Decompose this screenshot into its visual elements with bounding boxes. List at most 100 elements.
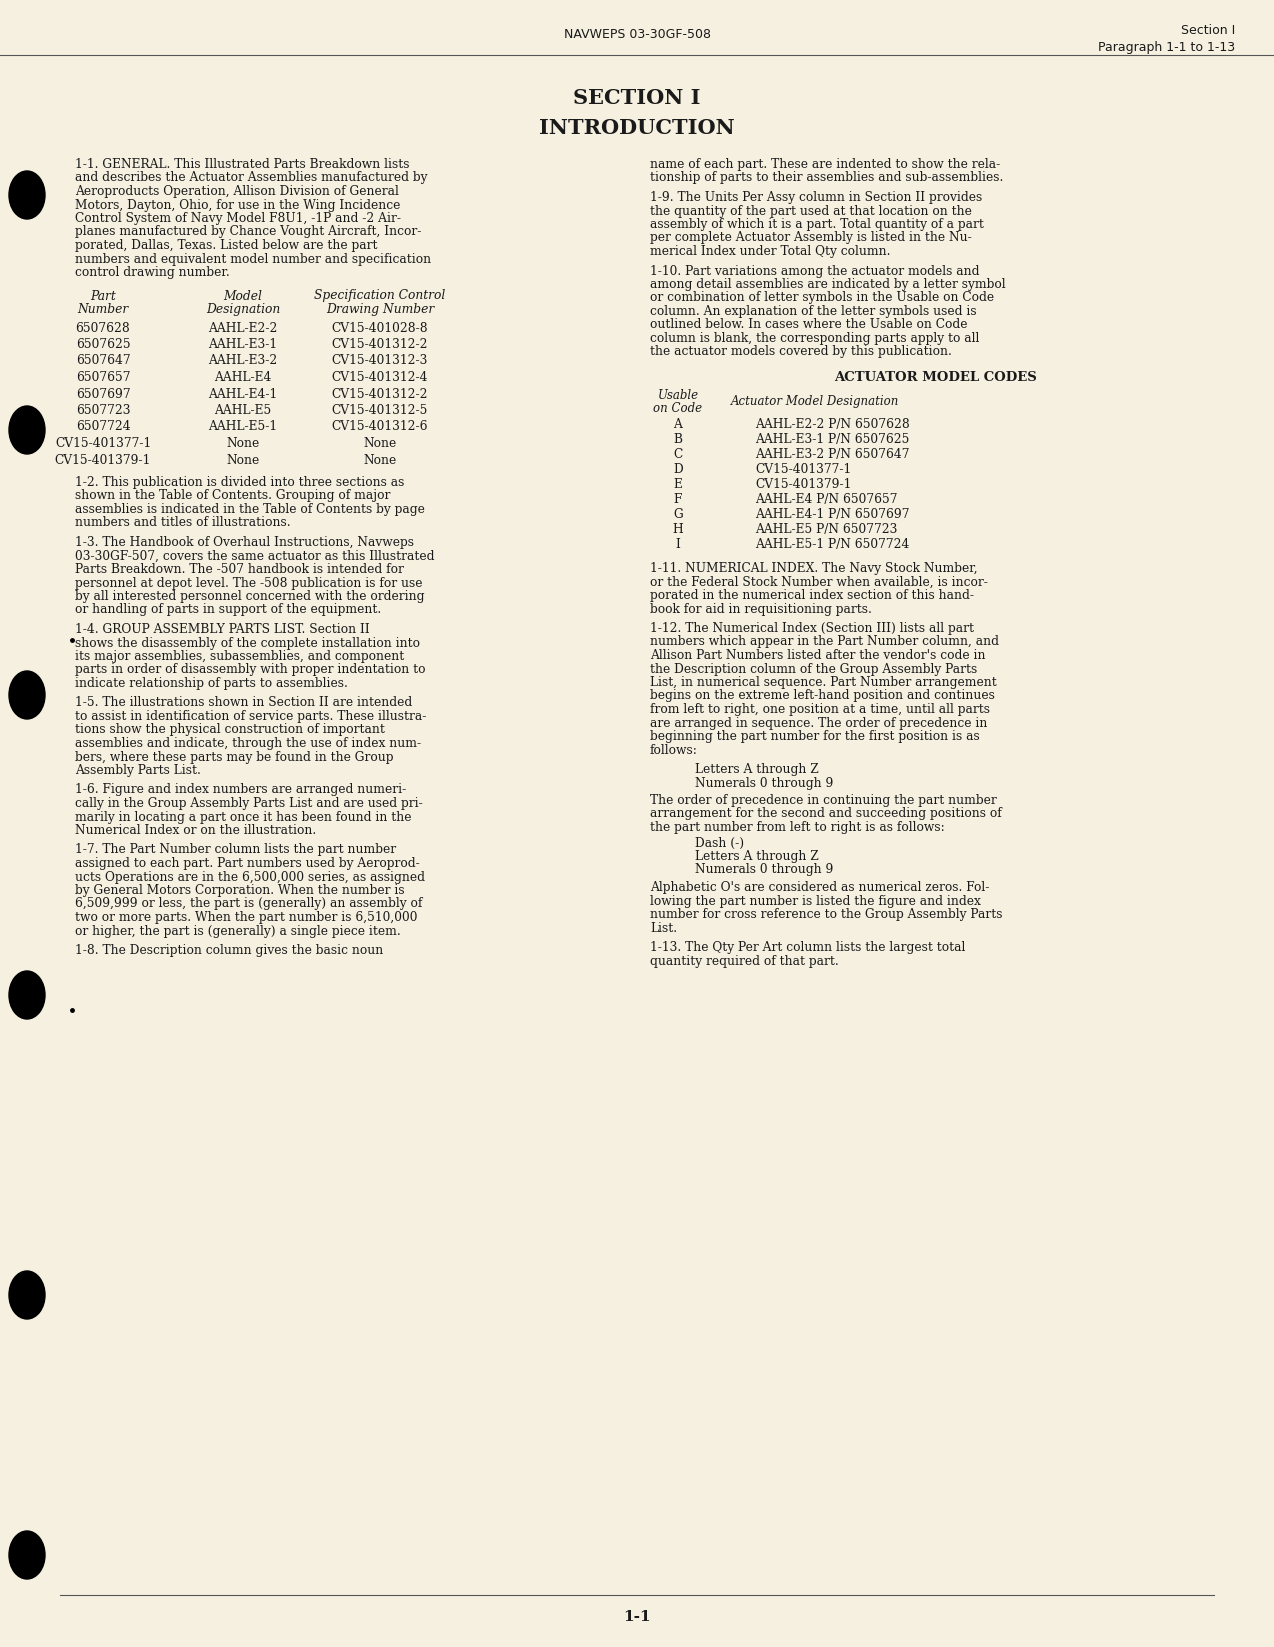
Text: Allison Part Numbers listed after the vendor's code in: Allison Part Numbers listed after the ve… [650, 649, 986, 662]
Text: assigned to each part. Part numbers used by Aeroprod-: assigned to each part. Part numbers used… [75, 856, 419, 870]
Text: lowing the part number is listed the figure and index: lowing the part number is listed the fig… [650, 894, 981, 907]
Text: 1-3. The Handbook of Overhaul Instructions, Navweps: 1-3. The Handbook of Overhaul Instructio… [75, 535, 414, 548]
Text: 1-1: 1-1 [623, 1611, 651, 1624]
Text: or higher, the part is (generally) a single piece item.: or higher, the part is (generally) a sin… [75, 924, 401, 937]
Text: H: H [673, 524, 683, 535]
Text: Paragraph 1-1 to 1-13: Paragraph 1-1 to 1-13 [1098, 41, 1235, 53]
Text: by all interested personnel concerned with the ordering: by all interested personnel concerned wi… [75, 590, 424, 603]
Text: outlined below. In cases where the Usable on Code: outlined below. In cases where the Usabl… [650, 318, 967, 331]
Text: numbers and equivalent model number and specification: numbers and equivalent model number and … [75, 252, 431, 265]
Text: Assembly Parts List.: Assembly Parts List. [75, 764, 201, 777]
Text: 03-30GF-507, covers the same actuator as this Illustrated: 03-30GF-507, covers the same actuator as… [75, 550, 434, 563]
Text: The order of precedence in continuing the part number: The order of precedence in continuing th… [650, 794, 996, 807]
Text: Number: Number [78, 303, 129, 316]
Text: on Code: on Code [654, 402, 702, 415]
Text: the actuator models covered by this publication.: the actuator models covered by this publ… [650, 346, 952, 359]
Text: 1-8. The Description column gives the basic noun: 1-8. The Description column gives the ba… [75, 944, 383, 957]
Text: Actuator Model Designation: Actuator Model Designation [731, 395, 899, 408]
Ellipse shape [9, 171, 45, 219]
Ellipse shape [9, 972, 45, 1019]
Text: List, in numerical sequence. Part Number arrangement: List, in numerical sequence. Part Number… [650, 675, 996, 688]
Text: its major assemblies, subassemblies, and component: its major assemblies, subassemblies, and… [75, 651, 404, 664]
Text: D: D [673, 463, 683, 476]
Text: 6507657: 6507657 [75, 371, 130, 384]
Text: INTRODUCTION: INTRODUCTION [539, 119, 735, 138]
Text: 6507647: 6507647 [75, 354, 130, 367]
Text: the quantity of the part used at that location on the: the quantity of the part used at that lo… [650, 204, 972, 217]
Text: 6507625: 6507625 [75, 338, 130, 351]
Text: AAHL-E4-1: AAHL-E4-1 [209, 387, 278, 400]
Text: or the Federal Stock Number when available, is incor-: or the Federal Stock Number when availab… [650, 575, 987, 588]
Text: name of each part. These are indented to show the rela-: name of each part. These are indented to… [650, 158, 1000, 171]
Text: G: G [673, 507, 683, 520]
Text: AAHL-E5-1 P/N 6507724: AAHL-E5-1 P/N 6507724 [755, 539, 910, 552]
Text: book for aid in requisitioning parts.: book for aid in requisitioning parts. [650, 603, 871, 616]
Text: per complete Actuator Assembly is listed in the Nu-: per complete Actuator Assembly is listed… [650, 232, 972, 244]
Text: Section I: Section I [1181, 23, 1235, 36]
Text: CV15-401377-1: CV15-401377-1 [55, 436, 152, 450]
Text: Parts Breakdown. The -507 handbook is intended for: Parts Breakdown. The -507 handbook is in… [75, 563, 404, 576]
Text: the Description column of the Group Assembly Parts: the Description column of the Group Asse… [650, 662, 977, 675]
Text: Numerals 0 through 9: Numerals 0 through 9 [696, 863, 833, 876]
Text: assemblies and indicate, through the use of index num-: assemblies and indicate, through the use… [75, 736, 422, 749]
Text: AAHL-E4: AAHL-E4 [214, 371, 271, 384]
Text: 1-4. GROUP ASSEMBLY PARTS LIST. Section II: 1-4. GROUP ASSEMBLY PARTS LIST. Section … [75, 623, 369, 636]
Text: 6507628: 6507628 [75, 321, 130, 334]
Text: tionship of parts to their assemblies and sub-assemblies.: tionship of parts to their assemblies an… [650, 171, 1004, 184]
Text: CV15-401028-8: CV15-401028-8 [331, 321, 428, 334]
Text: Numerals 0 through 9: Numerals 0 through 9 [696, 776, 833, 789]
Text: Control System of Navy Model F8U1, -1P and -2 Air-: Control System of Navy Model F8U1, -1P a… [75, 212, 401, 226]
Text: cally in the Group Assembly Parts List and are used pri-: cally in the Group Assembly Parts List a… [75, 797, 423, 810]
Text: Letters A through Z: Letters A through Z [696, 763, 819, 776]
Text: 1-1. GENERAL. This Illustrated Parts Breakdown lists: 1-1. GENERAL. This Illustrated Parts Bre… [75, 158, 409, 171]
Text: 1-13. The Qty Per Art column lists the largest total: 1-13. The Qty Per Art column lists the l… [650, 940, 966, 954]
Text: shown in the Table of Contents. Grouping of major: shown in the Table of Contents. Grouping… [75, 489, 390, 502]
Text: bers, where these parts may be found in the Group: bers, where these parts may be found in … [75, 751, 394, 764]
Text: tions show the physical construction of important: tions show the physical construction of … [75, 723, 385, 736]
Text: or combination of letter symbols in the Usable on Code: or combination of letter symbols in the … [650, 292, 994, 305]
Text: CV15-401312-3: CV15-401312-3 [331, 354, 428, 367]
Text: 1-9. The Units Per Assy column in Section II provides: 1-9. The Units Per Assy column in Sectio… [650, 191, 982, 204]
Ellipse shape [9, 670, 45, 720]
Text: CV15-401312-2: CV15-401312-2 [331, 338, 428, 351]
Text: AAHL-E3-1 P/N 6507625: AAHL-E3-1 P/N 6507625 [755, 433, 910, 446]
Text: 6,509,999 or less, the part is (generally) an assembly of: 6,509,999 or less, the part is (generall… [75, 898, 423, 911]
Text: AAHL-E4 P/N 6507657: AAHL-E4 P/N 6507657 [755, 492, 897, 506]
Text: C: C [674, 448, 683, 461]
Text: and describes the Actuator Assemblies manufactured by: and describes the Actuator Assemblies ma… [75, 171, 428, 184]
Text: None: None [363, 436, 396, 450]
Text: are arranged in sequence. The order of precedence in: are arranged in sequence. The order of p… [650, 716, 987, 730]
Text: numbers which appear in the Part Number column, and: numbers which appear in the Part Number … [650, 636, 999, 649]
Text: Specification Control: Specification Control [315, 290, 446, 303]
Text: beginning the part number for the first position is as: beginning the part number for the first … [650, 730, 980, 743]
Text: begins on the extreme left-hand position and continues: begins on the extreme left-hand position… [650, 690, 995, 703]
Text: AAHL-E2-2 P/N 6507628: AAHL-E2-2 P/N 6507628 [755, 418, 910, 432]
Text: parts in order of disassembly with proper indentation to: parts in order of disassembly with prope… [75, 664, 426, 677]
Text: Motors, Dayton, Ohio, for use in the Wing Incidence: Motors, Dayton, Ohio, for use in the Win… [75, 199, 400, 211]
Text: 6507724: 6507724 [75, 420, 130, 433]
Text: column. An explanation of the letter symbols used is: column. An explanation of the letter sym… [650, 305, 977, 318]
Text: shows the disassembly of the complete installation into: shows the disassembly of the complete in… [75, 636, 420, 649]
Text: List.: List. [650, 922, 676, 934]
Text: CV15-401312-6: CV15-401312-6 [331, 420, 428, 433]
Text: porated, Dallas, Texas. Listed below are the part: porated, Dallas, Texas. Listed below are… [75, 239, 377, 252]
Text: Dash (-): Dash (-) [696, 837, 744, 850]
Text: CV15-401379-1: CV15-401379-1 [55, 453, 152, 466]
Ellipse shape [9, 407, 45, 455]
Text: 6507697: 6507697 [75, 387, 130, 400]
Text: by General Motors Corporation. When the number is: by General Motors Corporation. When the … [75, 884, 405, 898]
Text: Part: Part [90, 290, 116, 303]
Text: control drawing number.: control drawing number. [75, 267, 229, 278]
Text: column is blank, the corresponding parts apply to all: column is blank, the corresponding parts… [650, 333, 980, 344]
Text: numbers and titles of illustrations.: numbers and titles of illustrations. [75, 517, 290, 529]
Text: CV15-401377-1: CV15-401377-1 [755, 463, 851, 476]
Text: Model: Model [223, 290, 262, 303]
Text: None: None [227, 453, 260, 466]
Text: B: B [674, 433, 683, 446]
Text: the part number from left to right is as follows:: the part number from left to right is as… [650, 820, 945, 833]
Text: 1-11. NUMERICAL INDEX. The Navy Stock Number,: 1-11. NUMERICAL INDEX. The Navy Stock Nu… [650, 562, 977, 575]
Text: SECTION I: SECTION I [573, 87, 701, 109]
Text: ucts Operations are in the 6,500,000 series, as assigned: ucts Operations are in the 6,500,000 ser… [75, 871, 426, 883]
Text: 6507723: 6507723 [75, 404, 130, 417]
Text: CV15-401312-5: CV15-401312-5 [331, 404, 428, 417]
